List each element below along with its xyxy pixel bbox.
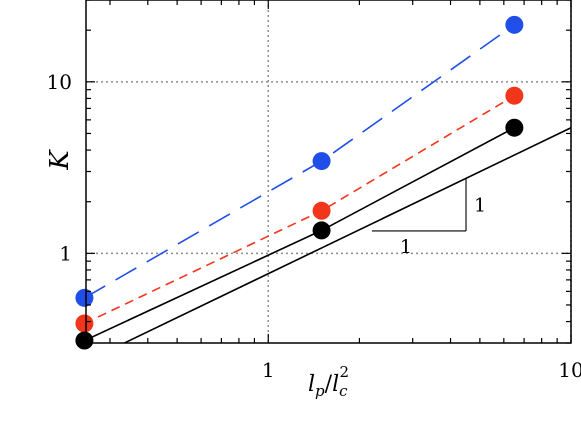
- slope-rise-label: 1: [474, 194, 486, 216]
- x-axis-label-sub2: c: [339, 382, 348, 400]
- x-tick-label: 10: [558, 358, 581, 382]
- reference-line: [124, 127, 572, 344]
- data-point: [312, 221, 331, 240]
- grid: [86, 0, 572, 343]
- series-line: [84, 126, 515, 342]
- data-point: [505, 86, 524, 105]
- data-point: [505, 15, 524, 34]
- x-axis-label-main2: l: [332, 372, 339, 397]
- tick-labels: 1 10 1 10: [47, 70, 581, 382]
- x-axis-label-sub1: p: [315, 382, 325, 400]
- data-point: [312, 201, 331, 220]
- y-axis-label: K: [45, 149, 75, 171]
- series-line: [84, 95, 515, 325]
- reference-line-group: [124, 127, 572, 344]
- x-axis-label-separator: /: [325, 372, 333, 397]
- x-axis-label: lp/lc2: [308, 363, 349, 400]
- slope-run-label: 1: [400, 236, 412, 258]
- x-axis-label-sup2: 2: [340, 363, 350, 381]
- y-tick-label: 10: [47, 70, 72, 94]
- series-lines: [84, 24, 515, 342]
- data-point: [505, 118, 524, 137]
- y-tick-label: 1: [59, 241, 72, 265]
- x-axis-label-main: l: [308, 372, 315, 397]
- data-point: [75, 288, 94, 307]
- data-point: [312, 152, 331, 171]
- x-tick-label: 1: [262, 358, 275, 382]
- data-point: [75, 314, 94, 333]
- data-point: [75, 331, 94, 350]
- data-points: [75, 15, 524, 350]
- plot-frame: [85, 0, 572, 344]
- axis-ticks: [86, 0, 572, 344]
- slope-triangle: 11: [371, 177, 486, 258]
